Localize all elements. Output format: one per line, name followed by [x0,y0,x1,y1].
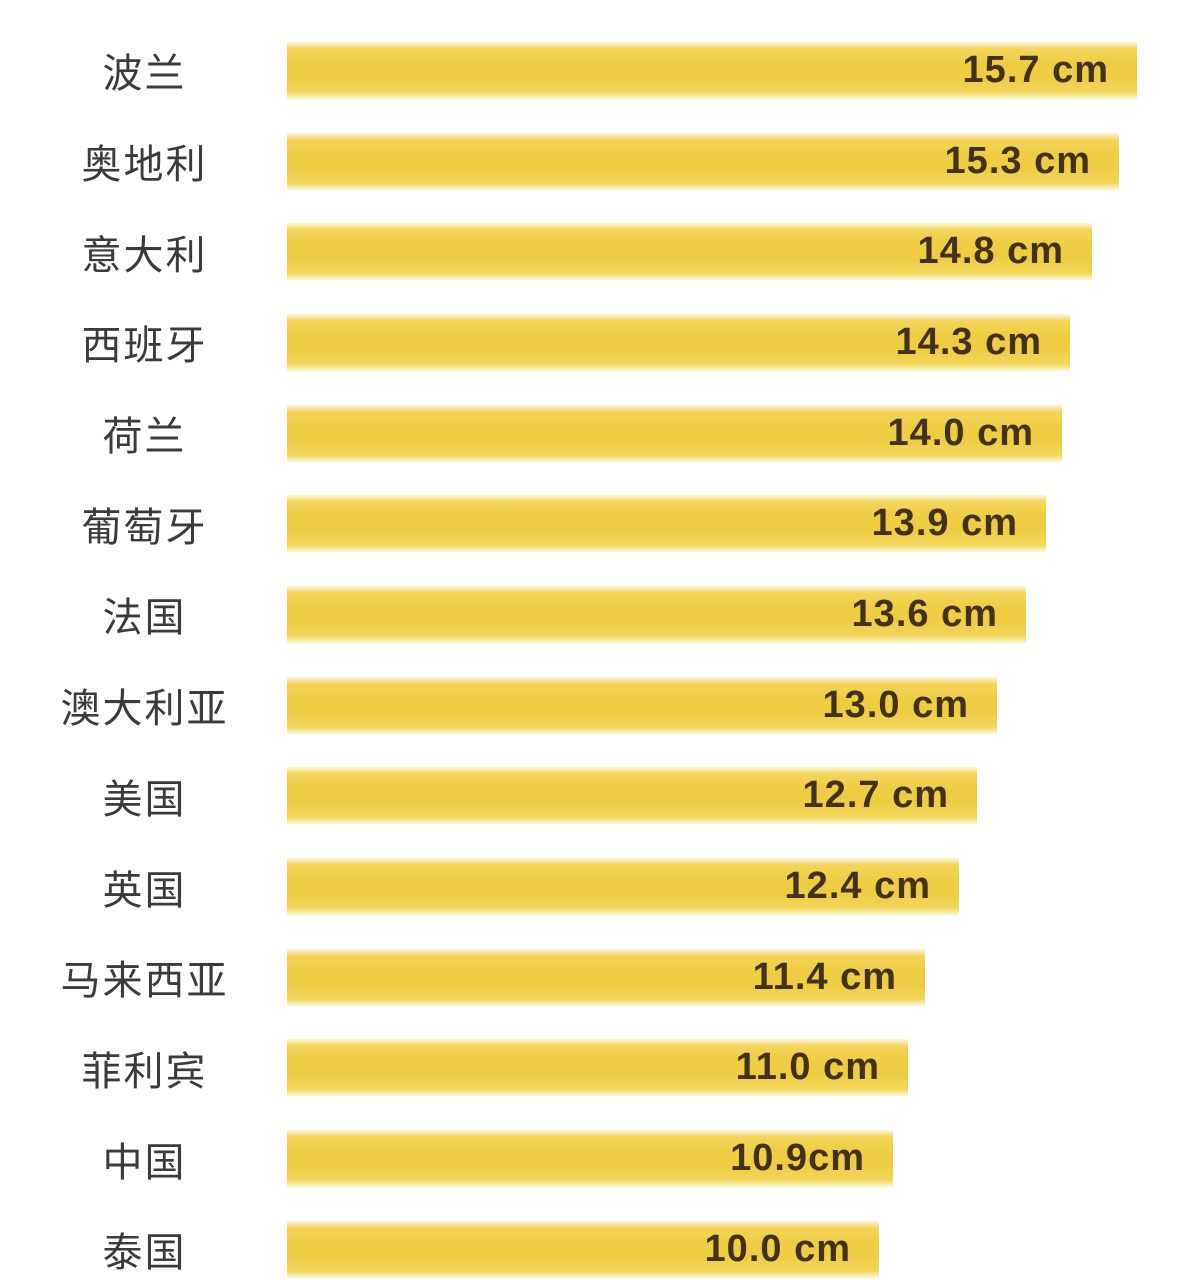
chart-row: 意大利 14.8 cm [0,206,1178,297]
bar-track: 12.7 cm [287,751,1178,842]
value-label: 12.7 cm [802,774,949,817]
country-label: 西班牙 [81,324,208,369]
value-bar: 13.6 cm [287,585,1026,643]
country-label: 澳大利亚 [60,687,229,732]
value-label: 10.9cm [730,1137,865,1180]
value-label: 10.0 cm [704,1227,851,1270]
chart-row: 法国 13.6 cm [0,569,1178,660]
country-label: 菲利宾 [81,1049,208,1094]
chart-row: 西班牙 14.3 cm [0,297,1178,388]
bar-track: 13.0 cm [287,660,1178,751]
chart-row: 奥地利 15.3 cm [0,116,1178,207]
value-label: 15.3 cm [944,139,1091,182]
value-bar: 11.0 cm [287,1039,908,1097]
value-label: 14.3 cm [895,320,1042,363]
value-bar: 14.8 cm [287,223,1092,281]
chart-row: 葡萄牙 13.9 cm [0,478,1178,569]
bar-track: 12.4 cm [287,841,1178,932]
value-bar: 14.0 cm [287,404,1062,462]
bar-track: 10.9cm [287,1113,1178,1204]
chart-row: 美国 12.7 cm [0,751,1178,842]
country-label: 奥地利 [81,143,208,188]
bar-track: 14.0 cm [287,388,1178,479]
value-label: 11.0 cm [735,1046,880,1089]
value-label: 11.4 cm [752,955,897,998]
country-label: 葡萄牙 [81,505,208,550]
bar-track: 14.3 cm [287,297,1178,388]
value-bar: 11.4 cm [287,948,925,1006]
value-label: 13.9 cm [871,502,1018,545]
country-label: 英国 [102,868,187,913]
country-label: 法国 [102,596,187,641]
bar-track: 11.4 cm [287,932,1178,1023]
country-label: 马来西亚 [60,959,229,1004]
bar-track: 13.9 cm [287,478,1178,569]
value-bar: 15.3 cm [287,132,1119,190]
chart-row: 菲利宾 11.0 cm [0,1023,1178,1114]
value-bar: 10.0 cm [287,1220,879,1278]
bar-track: 15.3 cm [287,116,1178,207]
bar-track: 14.8 cm [287,206,1178,297]
chart-row: 荷兰 14.0 cm [0,388,1178,479]
value-bar: 12.7 cm [287,767,977,825]
value-label: 15.7 cm [962,48,1109,91]
chart-row: 中国 10.9cm [0,1113,1178,1204]
value-label: 14.8 cm [917,230,1064,273]
value-bar: 12.4 cm [287,858,959,916]
bar-track: 13.6 cm [287,569,1178,660]
value-label: 13.0 cm [822,683,969,726]
value-label: 13.6 cm [851,592,998,635]
country-label: 中国 [102,1140,187,1185]
country-label: 泰国 [102,1231,187,1276]
value-bar: 15.7 cm [287,41,1137,99]
chart-row: 马来西亚 11.4 cm [0,932,1178,1023]
country-label: 美国 [102,777,187,822]
chart-row: 澳大利亚 13.0 cm [0,660,1178,751]
value-label: 14.0 cm [887,411,1034,454]
value-bar: 13.0 cm [287,676,997,734]
bar-track: 11.0 cm [287,1023,1178,1114]
value-bar: 14.3 cm [287,313,1070,371]
bar-track: 10.0 cm [287,1204,1178,1280]
country-label: 意大利 [81,233,208,278]
country-label: 波兰 [102,52,187,97]
value-label: 12.4 cm [784,865,931,908]
bar-track: 15.7 cm [287,25,1178,116]
country-label: 荷兰 [102,415,187,460]
value-bar: 10.9cm [287,1130,893,1188]
chart-row: 泰国 10.0 cm [0,1204,1178,1280]
chart-row: 英国 12.4 cm [0,841,1178,932]
chart-row: 波兰 15.7 cm [0,25,1178,116]
value-bar: 13.9 cm [287,495,1046,553]
